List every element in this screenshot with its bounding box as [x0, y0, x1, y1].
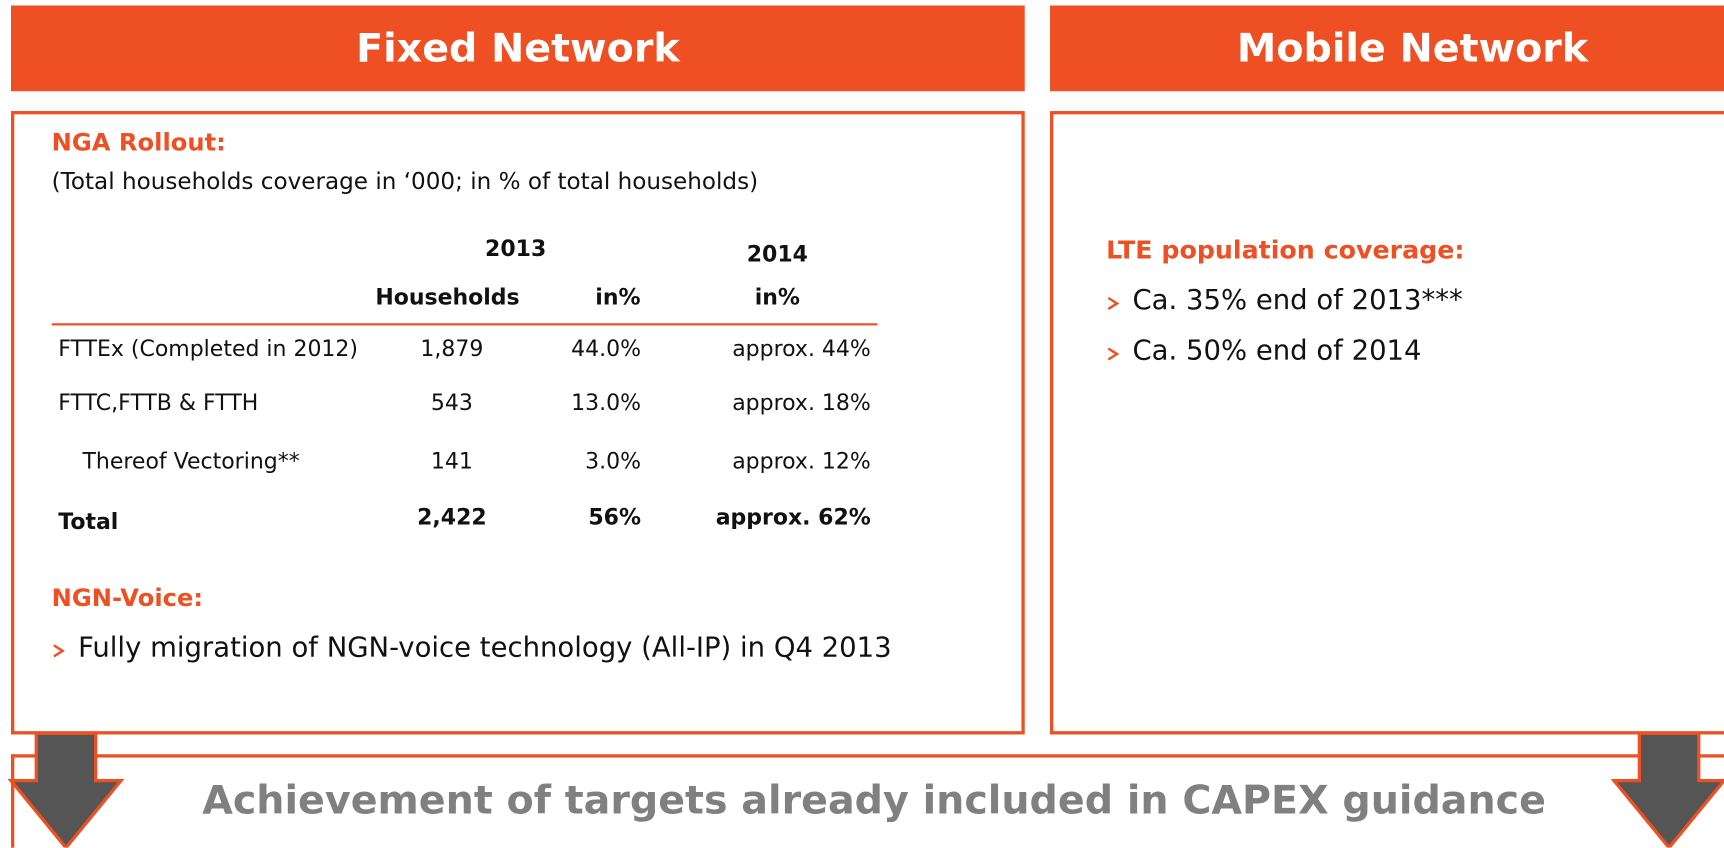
- chevron: [1107, 347, 1120, 361]
- bullet-marker: [1107, 296, 1120, 310]
- lte-heading: LTE population coverage:: [1106, 236, 1465, 265]
- chevron: [53, 644, 65, 658]
- table-rule: [51, 323, 878, 326]
- cell: approx. 62%: [715, 503, 871, 530]
- cell: approx. 18%: [732, 389, 871, 416]
- mobile-box: [1050, 111, 1724, 735]
- mobile-header: Mobile Network: [1050, 5, 1724, 92]
- cell: 3.0%: [585, 447, 642, 474]
- mobile-title: Mobile Network: [1236, 25, 1589, 71]
- cell: 543: [430, 389, 473, 416]
- arrow-right: [1610, 731, 1724, 848]
- cell: approx. 44%: [732, 335, 871, 362]
- footer-box: [10, 754, 1724, 848]
- column-header: Households: [375, 283, 520, 311]
- cell: 56%: [588, 503, 642, 530]
- nga-subtitle: (Total households coverage in ‘000; in %…: [51, 168, 759, 195]
- arrow-left: [7, 731, 125, 848]
- cell: 13.0%: [571, 389, 642, 416]
- cell: 141: [430, 447, 473, 474]
- bullet-text: Fully migration of NGN-voice technology …: [78, 631, 892, 663]
- row-label: Total: [58, 507, 119, 535]
- chevron: [1107, 296, 1120, 310]
- nga-heading: NGA Rollout:: [51, 129, 226, 158]
- bullet-text: Ca. 35% end of 2013***: [1132, 283, 1463, 316]
- bullet-marker: [1107, 347, 1120, 361]
- bullet-text: Ca. 50% end of 2014: [1132, 334, 1422, 367]
- cell: 44.0%: [571, 335, 642, 362]
- cell: 1,879: [420, 335, 484, 362]
- year-header: 2014: [746, 240, 808, 268]
- arrows: [7, 731, 1724, 848]
- year-header: 2013: [485, 235, 547, 262]
- row-label: FTTEx (Completed in 2012): [58, 335, 359, 362]
- column-header: in%: [754, 283, 800, 311]
- footer-text: Achievement of targets already included …: [202, 778, 1546, 824]
- bullet-marker: [53, 644, 65, 658]
- cell: 2,422: [417, 503, 487, 530]
- row-label: Thereof Vectoring**: [82, 447, 300, 474]
- row-label: FTTC,FTTB & FTTH: [58, 389, 259, 416]
- ngn-heading: NGN-Voice:: [51, 584, 204, 613]
- fixed-header: Fixed Network: [10, 5, 1025, 92]
- column-header: in%: [595, 283, 641, 311]
- fixed-box: [10, 111, 1025, 735]
- cell: approx. 12%: [732, 447, 871, 474]
- fixed-title: Fixed Network: [356, 25, 680, 71]
